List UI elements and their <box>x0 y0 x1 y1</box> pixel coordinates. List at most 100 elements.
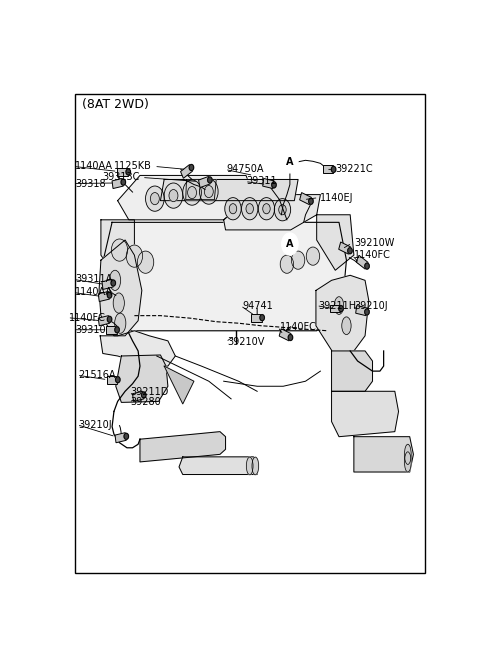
Circle shape <box>309 198 313 204</box>
FancyBboxPatch shape <box>279 329 291 341</box>
Polygon shape <box>332 351 372 391</box>
Circle shape <box>189 164 193 170</box>
Circle shape <box>282 233 298 255</box>
FancyBboxPatch shape <box>98 291 109 301</box>
FancyBboxPatch shape <box>263 178 274 189</box>
Text: 39318: 39318 <box>75 179 106 189</box>
Polygon shape <box>316 275 369 356</box>
FancyBboxPatch shape <box>102 279 113 290</box>
Circle shape <box>365 309 369 315</box>
Polygon shape <box>101 220 134 280</box>
Text: 39311: 39311 <box>247 176 277 187</box>
Circle shape <box>111 239 128 261</box>
Ellipse shape <box>113 293 124 313</box>
Ellipse shape <box>405 452 411 472</box>
Text: 1140AA: 1140AA <box>75 161 113 172</box>
Polygon shape <box>354 437 413 472</box>
Circle shape <box>116 377 120 383</box>
Circle shape <box>169 189 178 202</box>
Circle shape <box>108 316 112 322</box>
Text: 1140FC: 1140FC <box>69 312 106 323</box>
Circle shape <box>164 183 183 208</box>
Polygon shape <box>224 195 321 230</box>
FancyBboxPatch shape <box>115 433 126 443</box>
Text: 21516A: 21516A <box>79 370 116 380</box>
Ellipse shape <box>115 313 126 333</box>
FancyBboxPatch shape <box>330 305 340 312</box>
Text: A: A <box>286 157 294 167</box>
Circle shape <box>124 434 129 440</box>
Circle shape <box>288 335 293 341</box>
FancyBboxPatch shape <box>251 314 262 322</box>
Circle shape <box>111 280 116 286</box>
Text: 39313C: 39313C <box>103 172 140 183</box>
Circle shape <box>241 198 258 220</box>
Circle shape <box>137 251 154 273</box>
Polygon shape <box>164 366 194 404</box>
Polygon shape <box>99 240 142 336</box>
Circle shape <box>126 169 131 175</box>
FancyBboxPatch shape <box>180 164 192 178</box>
Circle shape <box>145 186 164 212</box>
Text: 39310: 39310 <box>75 325 106 335</box>
Ellipse shape <box>335 297 344 314</box>
Text: 94750A: 94750A <box>227 164 264 174</box>
Circle shape <box>272 182 276 188</box>
Circle shape <box>274 198 291 221</box>
Circle shape <box>339 305 343 312</box>
Text: 39210J: 39210J <box>79 420 112 430</box>
Circle shape <box>291 251 305 269</box>
Circle shape <box>258 198 275 220</box>
Circle shape <box>282 151 298 173</box>
Circle shape <box>142 392 146 398</box>
FancyBboxPatch shape <box>300 193 312 205</box>
FancyBboxPatch shape <box>339 242 350 254</box>
Ellipse shape <box>405 444 411 464</box>
Ellipse shape <box>342 317 351 335</box>
Text: 39311A: 39311A <box>75 274 112 284</box>
Text: 39210V: 39210V <box>228 337 265 347</box>
Circle shape <box>306 247 320 265</box>
Polygon shape <box>100 331 175 366</box>
Polygon shape <box>118 176 253 220</box>
Polygon shape <box>186 179 216 200</box>
Text: 39211D: 39211D <box>131 387 169 398</box>
Circle shape <box>260 314 264 321</box>
Text: 94741: 94741 <box>242 301 273 310</box>
Circle shape <box>246 204 253 214</box>
Circle shape <box>200 179 218 204</box>
Text: 1140EJ: 1140EJ <box>321 193 354 202</box>
Text: 39210W: 39210W <box>354 238 394 248</box>
Ellipse shape <box>252 457 259 475</box>
FancyBboxPatch shape <box>132 391 144 402</box>
Circle shape <box>225 198 241 220</box>
FancyBboxPatch shape <box>112 178 123 189</box>
Polygon shape <box>160 179 298 200</box>
FancyBboxPatch shape <box>199 176 210 187</box>
FancyBboxPatch shape <box>356 255 368 269</box>
Circle shape <box>126 245 143 267</box>
FancyBboxPatch shape <box>117 168 128 176</box>
Text: 39221C: 39221C <box>335 164 373 174</box>
Circle shape <box>150 193 159 205</box>
Polygon shape <box>179 457 257 474</box>
FancyBboxPatch shape <box>106 326 117 333</box>
Circle shape <box>365 263 369 269</box>
Circle shape <box>263 204 270 214</box>
Circle shape <box>121 179 126 185</box>
Polygon shape <box>317 215 354 271</box>
Text: 1140FC: 1140FC <box>354 250 391 260</box>
Polygon shape <box>101 222 347 331</box>
Text: 39210J: 39210J <box>354 301 387 310</box>
Text: 39211H: 39211H <box>318 301 356 310</box>
Circle shape <box>115 327 120 333</box>
Ellipse shape <box>246 457 253 475</box>
Polygon shape <box>332 391 398 437</box>
Ellipse shape <box>109 271 120 290</box>
Text: A: A <box>286 239 294 249</box>
Circle shape <box>204 185 213 198</box>
Polygon shape <box>140 432 226 462</box>
FancyBboxPatch shape <box>323 166 333 174</box>
FancyBboxPatch shape <box>356 305 367 316</box>
Circle shape <box>280 255 294 273</box>
